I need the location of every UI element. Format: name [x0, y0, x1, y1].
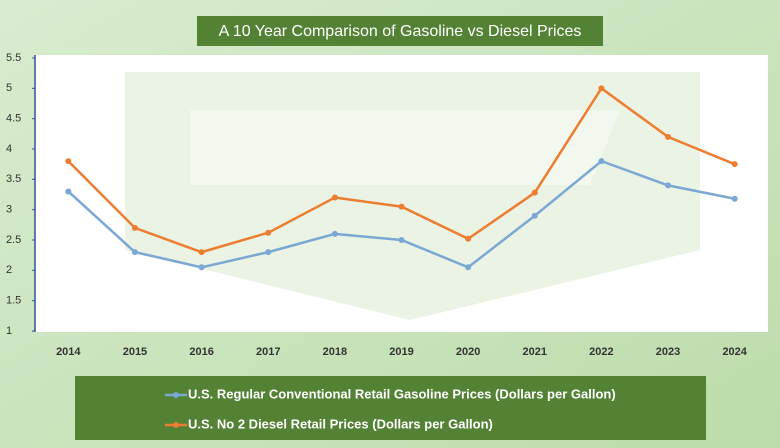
x-tick-label: 2023 — [656, 346, 680, 358]
point — [131, 224, 138, 231]
x-tick-label: 2019 — [389, 346, 413, 358]
title-box — [197, 16, 603, 46]
point — [665, 133, 672, 140]
legend-swatch — [173, 392, 179, 398]
y-tick-label: 5 — [6, 82, 12, 94]
point — [598, 158, 605, 165]
point — [265, 229, 272, 236]
point — [65, 158, 72, 165]
point — [331, 194, 338, 201]
point — [465, 235, 472, 242]
point — [398, 203, 405, 210]
y-tick-label: 2.5 — [6, 234, 21, 246]
legend-swatch — [173, 422, 179, 428]
legend-label: U.S. Regular Conventional Retail Gasolin… — [188, 386, 616, 401]
x-tick-label: 2017 — [256, 346, 280, 358]
point — [598, 85, 605, 92]
legend-box — [75, 376, 706, 440]
y-tick-label: 5.5 — [6, 52, 21, 64]
x-tick-label: 2014 — [56, 346, 81, 358]
point — [198, 264, 205, 271]
y-tick-label: 4.5 — [6, 113, 21, 125]
y-tick-label: 1.5 — [6, 295, 21, 307]
x-tick-label: 2016 — [189, 346, 213, 358]
point — [331, 230, 338, 237]
legend-label: U.S. No 2 Diesel Retail Prices (Dollars … — [188, 416, 493, 431]
point — [265, 249, 272, 256]
point — [465, 264, 472, 271]
y-tick-label: 2 — [6, 264, 12, 276]
point — [398, 237, 405, 243]
y-tick-label: 4 — [6, 143, 12, 155]
point — [65, 188, 72, 195]
point — [665, 182, 672, 189]
chart-title: A 10 Year Comparison of Gasoline vs Dies… — [219, 23, 582, 40]
point — [131, 249, 138, 256]
x-tick-label: 2018 — [323, 346, 347, 358]
watermark — [190, 110, 620, 185]
y-tick-label: 1 — [6, 325, 12, 337]
y-tick-label: 3 — [6, 204, 12, 216]
point — [198, 249, 205, 256]
point — [731, 195, 738, 202]
point — [531, 212, 538, 219]
x-tick-label: 2021 — [523, 346, 547, 358]
point — [731, 161, 738, 168]
x-tick-label: 2015 — [123, 346, 147, 358]
point — [531, 189, 538, 196]
x-tick-label: 2022 — [589, 346, 613, 358]
x-tick-label: 2020 — [456, 346, 480, 358]
y-tick-label: 3.5 — [6, 173, 21, 185]
x-tick-label: 2024 — [722, 346, 747, 358]
